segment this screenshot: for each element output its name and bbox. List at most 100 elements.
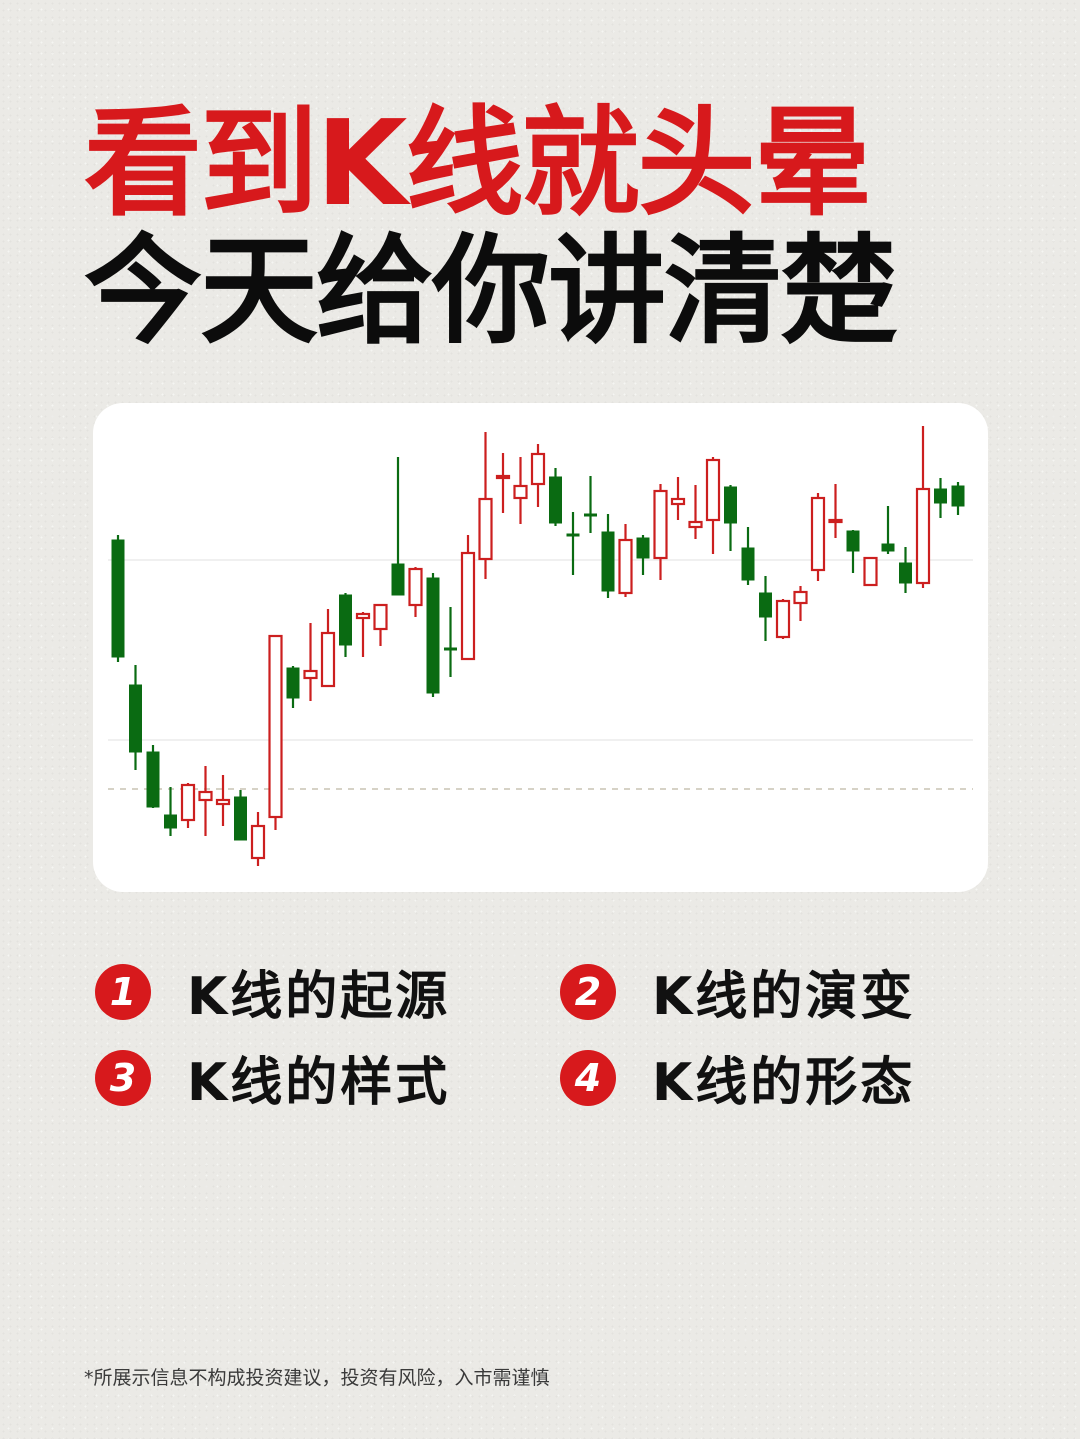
- candle-up: [303, 623, 318, 701]
- candle-body: [234, 796, 247, 841]
- candle-up: [268, 634, 283, 830]
- candle-body: [460, 551, 476, 661]
- number-badge-4: 4: [560, 1049, 616, 1106]
- candle-body: [759, 592, 772, 618]
- candle-body: [408, 567, 423, 607]
- number-badge-1: 1: [95, 963, 151, 1020]
- candle-body: [495, 474, 511, 480]
- candle-body: [793, 590, 808, 605]
- candle-down: [129, 665, 142, 770]
- candle-body: [286, 667, 300, 699]
- candle-down: [584, 476, 597, 533]
- candle-body: [846, 530, 860, 552]
- candle-down: [724, 485, 737, 551]
- candle-down: [934, 478, 947, 518]
- candle-body: [618, 538, 633, 595]
- candle-body: [934, 488, 947, 504]
- candle-body: [863, 556, 878, 587]
- topic-item-3: 3 K线的样式: [95, 1040, 450, 1115]
- candle-body: [584, 513, 597, 517]
- candle-down: [601, 514, 615, 598]
- candle-body: [373, 603, 388, 631]
- candle-up: [408, 567, 423, 617]
- topic-label-3: K线的样式: [187, 1053, 451, 1113]
- candle-body: [444, 647, 457, 651]
- candle-body: [303, 669, 318, 680]
- candle-body: [915, 487, 931, 585]
- candle-up: [863, 556, 878, 587]
- candle-up: [478, 432, 493, 579]
- candle-body: [775, 599, 791, 639]
- candle-down: [391, 457, 405, 596]
- candle-body: [549, 476, 562, 524]
- topic-label-1: K线的起源: [187, 967, 451, 1027]
- candle-body: [636, 537, 650, 559]
- candle-body: [355, 612, 371, 620]
- candle-down: [951, 482, 965, 515]
- candle-body: [810, 496, 826, 572]
- candle-up: [250, 812, 266, 866]
- candle-body: [601, 531, 615, 592]
- candle-down: [426, 573, 440, 697]
- candle-body: [881, 543, 895, 552]
- candle-body: [653, 489, 668, 560]
- candle-body: [320, 631, 336, 688]
- candle-down: [286, 666, 300, 708]
- number-badge-3: 3: [95, 1049, 151, 1106]
- candle-body: [146, 751, 160, 808]
- topic-label-2: K线的演变: [652, 967, 916, 1027]
- candle-up: [495, 453, 511, 513]
- candle-up: [915, 426, 931, 588]
- candle-body: [478, 497, 493, 561]
- candle-up: [705, 457, 721, 554]
- candlestick-chart: [108, 426, 973, 866]
- candle-up: [653, 484, 668, 580]
- candle-body: [741, 547, 755, 581]
- candle-down: [741, 527, 755, 585]
- candle-up: [530, 444, 546, 507]
- candle-up: [513, 457, 528, 524]
- candle-up: [373, 603, 388, 646]
- candle-up: [793, 586, 808, 621]
- candle-down: [846, 530, 860, 573]
- candle-down: [899, 547, 912, 593]
- candle-body: [111, 539, 125, 658]
- candlestick-chart-card: [93, 403, 988, 892]
- topic-item-2: 2 K线的演变: [560, 954, 915, 1029]
- topic-label-4: K线的形态: [652, 1053, 916, 1113]
- candle-body: [705, 458, 721, 522]
- candle-down: [164, 787, 177, 836]
- candle-body: [530, 452, 546, 486]
- candle-body: [951, 485, 965, 507]
- candle-down: [549, 468, 562, 526]
- candle-body: [426, 577, 440, 694]
- candle-body: [250, 824, 266, 860]
- candle-body: [899, 562, 912, 584]
- candle-up: [355, 612, 371, 657]
- candle-up: [180, 783, 196, 828]
- candle-body: [164, 814, 177, 829]
- candle-body: [391, 563, 405, 596]
- candle-down: [339, 593, 352, 657]
- candle-up: [618, 524, 633, 597]
- candle-up: [775, 599, 791, 639]
- candle-body: [268, 634, 283, 819]
- candle-down: [566, 512, 580, 575]
- title-line-2: 今天给你讲清楚: [84, 222, 898, 360]
- candle-up: [320, 609, 336, 688]
- candle-body: [129, 684, 142, 753]
- candle-body: [215, 798, 231, 806]
- topic-item-4: 4 K线的形态: [560, 1040, 915, 1115]
- candle-down: [881, 506, 895, 554]
- candle-down: [111, 535, 125, 662]
- candle-up: [198, 766, 213, 836]
- topic-item-1: 1 K线的起源: [95, 954, 450, 1029]
- candle-body: [566, 533, 580, 537]
- number-badge-2: 2: [560, 963, 616, 1020]
- candle-up: [215, 775, 231, 826]
- candle-up: [810, 493, 826, 581]
- candle-body: [724, 486, 737, 524]
- candle-up: [670, 477, 686, 520]
- candle-body: [828, 518, 843, 524]
- candle-body: [180, 783, 196, 822]
